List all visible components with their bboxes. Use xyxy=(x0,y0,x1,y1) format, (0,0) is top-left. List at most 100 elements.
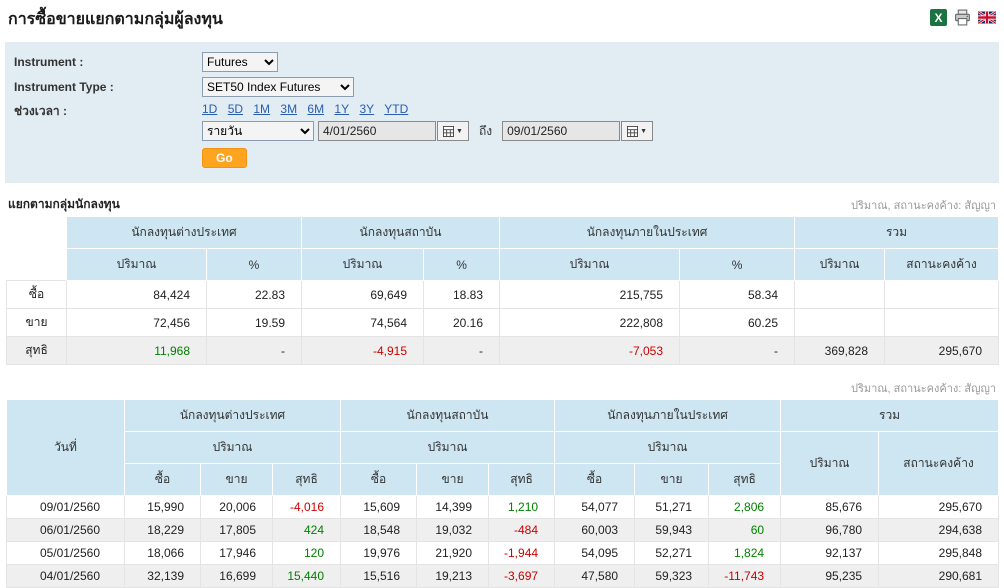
unit-note: ปริมาณ, สถานะคงค้าง: สัญญา xyxy=(851,383,996,395)
group-header-foreign: นักลงทุนต่างประเทศ xyxy=(65,216,303,249)
instrument-type-row: Instrument Type : SET50 Index Futures xyxy=(5,77,999,97)
period-link-1y[interactable]: 1Y xyxy=(334,102,350,116)
col-header-open-interest: สถานะคงค้าง xyxy=(884,248,1000,281)
summary-table: นักลงทุนต่างประเทศ นักลงทุนสถาบัน นักลงท… xyxy=(6,216,1000,365)
col-header-net: สุทธิ xyxy=(708,463,782,496)
domestic-pct-cell: 58.34 xyxy=(679,280,796,309)
table-row: 04/01/2560 32,139 16,699 15,440 15,516 1… xyxy=(6,564,1000,588)
period-link-5d[interactable]: 5D xyxy=(227,102,244,116)
inst-net-cell: -3,697 xyxy=(488,564,556,588)
inst-net-cell: -484 xyxy=(488,518,556,542)
period-link-1m[interactable]: 1M xyxy=(253,102,271,116)
col-header-net: สุทธิ xyxy=(271,463,342,496)
summary-buy-row: ซื้อ 84,424 22.83 69,649 18.83 215,755 5… xyxy=(6,280,1000,309)
period-link-3m[interactable]: 3M xyxy=(280,102,298,116)
col-header-buy: ซื้อ xyxy=(554,463,636,496)
instrument-type-select[interactable]: SET50 Index Futures xyxy=(202,77,354,97)
foreign-buy-cell: 18,066 xyxy=(124,541,201,565)
open-interest-cell: 295,670 xyxy=(878,495,1000,519)
corner-cell xyxy=(7,249,67,281)
foreign-net-cell: 120 xyxy=(271,541,342,565)
col-header-total-volume: ปริมาณ xyxy=(780,431,880,496)
domestic-buy-cell: 54,077 xyxy=(554,495,636,519)
col-header-volume: ปริมาณ xyxy=(123,431,342,464)
domestic-net-cell: 60 xyxy=(708,518,782,542)
domestic-sell-cell: 51,271 xyxy=(634,495,710,519)
col-header-sell: ขาย xyxy=(634,463,710,496)
open-interest-cell xyxy=(884,280,1000,309)
domestic-sell-cell: 59,323 xyxy=(634,564,710,588)
inst-pct-cell: 20.16 xyxy=(423,308,501,337)
group-header-domestic: นักลงทุนภายในประเทศ xyxy=(499,216,796,249)
period-label: ช่วงเวลา : xyxy=(14,104,68,118)
summary-section-title: แยกตามกลุ่มนักลงทุน xyxy=(8,197,120,211)
domestic-sell-cell: 52,271 xyxy=(634,541,710,565)
col-header-buy: ซื้อ xyxy=(124,463,201,496)
date-to-input[interactable] xyxy=(502,121,621,141)
calendar-icon xyxy=(627,125,639,137)
print-icon[interactable] xyxy=(954,9,971,26)
english-flag-icon[interactable] xyxy=(977,10,997,25)
group-header-foreign: นักลงทุนต่างประเทศ xyxy=(123,399,342,432)
period-quick-links: 1D 5D 1M 3M 6M 1Y 3Y YTD xyxy=(202,102,653,116)
col-header-volume: ปริมาณ xyxy=(66,248,207,281)
date-from-input[interactable] xyxy=(318,121,436,141)
domestic-volume-cell: 222,808 xyxy=(499,308,681,337)
col-header-net: สุทธิ xyxy=(488,463,556,496)
instrument-select[interactable]: Futures xyxy=(202,52,278,72)
filter-panel: Instrument : Futures Instrument Type : S… xyxy=(5,42,999,183)
period-link-6m[interactable]: 6M xyxy=(307,102,325,116)
inst-sell-cell: 14,399 xyxy=(416,495,490,519)
foreign-sell-cell: 20,006 xyxy=(200,495,273,519)
foreign-net-cell: 424 xyxy=(271,518,342,542)
date-to-calendar-button[interactable]: ▼ xyxy=(621,121,654,141)
domestic-pct-cell: 60.25 xyxy=(679,308,796,337)
to-label: ถึง xyxy=(479,123,493,138)
foreign-pct-cell: - xyxy=(205,336,303,365)
group-header-institution: นักลงทุนสถาบัน xyxy=(340,399,556,432)
open-interest-cell: 295,848 xyxy=(878,541,1000,565)
domestic-net-cell: -11,743 xyxy=(708,564,782,588)
total-volume-cell: 95,235 xyxy=(780,564,880,588)
daily-table: วันที่ นักลงทุนต่างประเทศ นักลงทุนสถาบัน… xyxy=(6,399,1000,588)
row-label: ขาย xyxy=(6,308,67,337)
col-header-sell: ขาย xyxy=(416,463,490,496)
foreign-pct-cell: 22.83 xyxy=(205,280,303,309)
header-icons: X xyxy=(930,7,997,26)
foreign-volume-cell: 11,968 xyxy=(66,336,207,365)
total-volume-cell: 85,676 xyxy=(780,495,880,519)
col-header-percent: % xyxy=(423,248,501,281)
period-link-ytd[interactable]: YTD xyxy=(384,102,409,116)
date-cell: 06/01/2560 xyxy=(6,518,125,542)
col-header-volume: ปริมาณ xyxy=(499,248,681,281)
col-header-volume: ปริมาณ xyxy=(794,248,886,281)
inst-volume-cell: -4,915 xyxy=(301,336,425,365)
inst-buy-cell: 18,548 xyxy=(340,518,418,542)
foreign-pct-cell: 19.59 xyxy=(205,308,303,337)
go-button[interactable]: Go xyxy=(202,148,247,168)
foreign-sell-cell: 17,805 xyxy=(200,518,273,542)
foreign-volume-cell: 72,456 xyxy=(66,308,207,337)
domestic-buy-cell: 54,095 xyxy=(554,541,636,565)
total-volume-cell: 92,137 xyxy=(780,541,880,565)
foreign-sell-cell: 17,946 xyxy=(200,541,273,565)
total-volume-cell: 96,780 xyxy=(780,518,880,542)
summary-sell-row: ขาย 72,456 19.59 74,564 20.16 222,808 60… xyxy=(6,308,1000,337)
instrument-type-label: Instrument Type : xyxy=(14,80,114,94)
period-link-1d[interactable]: 1D xyxy=(202,102,218,116)
col-header-volume: ปริมาณ xyxy=(554,431,782,464)
frequency-select[interactable]: รายวัน xyxy=(202,121,314,141)
date-from-calendar-button[interactable]: ▼ xyxy=(437,121,469,141)
period-link-3y[interactable]: 3Y xyxy=(359,102,375,116)
row-label: ซื้อ xyxy=(6,280,67,309)
daily-section-bar: ปริมาณ, สถานะคงค้าง: สัญญา xyxy=(8,379,996,397)
group-header-total: รวม xyxy=(794,216,1000,249)
table-row: 09/01/2560 15,990 20,006 -4,016 15,609 1… xyxy=(6,495,1000,519)
excel-export-icon[interactable]: X xyxy=(930,9,947,26)
corner-cell xyxy=(7,217,67,249)
inst-volume-cell: 74,564 xyxy=(301,308,425,337)
open-interest-cell: 290,681 xyxy=(878,564,1000,588)
col-header-volume: ปริมาณ xyxy=(340,431,556,464)
inst-pct-cell: 18.83 xyxy=(423,280,501,309)
date-cell: 04/01/2560 xyxy=(6,564,125,588)
